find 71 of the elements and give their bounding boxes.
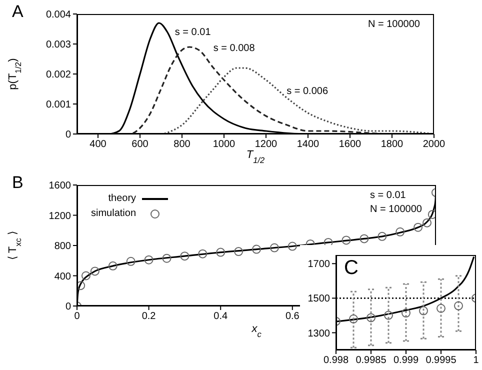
point [384,310,393,320]
point [144,255,154,264]
point [419,306,428,316]
y-tick-label: 800 [54,241,72,252]
y-tick-label: 0 [65,130,72,141]
legend-label: simulation [91,208,136,219]
point [77,281,86,290]
point [436,304,446,313]
point [81,271,90,280]
annotation: N = 100000 [370,203,422,217]
y-tick-label: 1700 [308,259,330,270]
annotation: s = 0.01 [370,189,407,203]
point [288,242,297,251]
x-tick-label: 1400 [296,139,320,150]
x-tick-label: 0.9985 [356,355,387,366]
y-tick-label: 0.002 [46,70,72,81]
point [180,252,190,261]
x-tick-label: 0.999 [393,355,419,366]
x-tick-label: 800 [174,139,191,150]
y-tick-label: 0.004 [46,10,72,21]
x-tick-label: 0.6 [285,311,300,322]
y-tick-label: 0.003 [46,40,72,51]
y-tick-label: 1200 [48,210,72,222]
x-axis-title: T$_{1/2}$ [246,149,266,164]
point [422,218,432,228]
x-tick-label: 1800 [380,139,404,150]
point [108,261,118,270]
x-tick-label: 0.2 [142,311,156,322]
point [378,232,387,241]
annotation: N = 100000 [368,18,420,32]
point [252,244,261,254]
text: B [12,173,24,193]
point [198,249,208,258]
x-tick-label: 0.998 [323,355,349,366]
point [126,256,136,266]
point [162,254,172,263]
x-tick-label: 1 [473,355,480,366]
x-tick-label: 2000 [422,139,446,150]
series-label: s = 0.008 [213,43,256,54]
point [342,236,351,245]
series-label: s = 0.006 [286,86,328,97]
point [90,266,100,276]
y-tick-label: 0.001 [46,100,72,111]
x-axis-title: x$_{c}$ [250,323,262,338]
y-tick-label: 1600 [48,180,72,192]
x-tick-label: 1600 [338,139,362,150]
annotation: C [344,257,358,280]
series-label: s = 0.01 [174,27,212,38]
y-tick-label: 1500 [308,294,330,305]
text: A [12,2,24,22]
x-tick-label: 0.4 [214,311,228,322]
point [402,308,410,318]
x-tick-label: 0.9995 [426,355,457,366]
x-tick-label: 600 [132,139,149,150]
point [349,314,358,324]
point [366,313,376,322]
y-tick-label: 0 [65,302,72,313]
point [270,243,279,252]
legend-label: theory [108,193,136,204]
x-tick-label: 0 [74,311,80,322]
x-tick-label: 1200 [254,139,278,150]
point [414,222,423,232]
y-tick-label: 400 [54,271,72,282]
y-tick-label: 1300 [308,328,330,340]
point [216,248,226,257]
point [396,227,405,236]
x-tick-label: 1000 [212,139,236,150]
point [234,247,244,256]
point [360,234,369,244]
point [454,301,463,310]
x-tick-label: 400 [90,139,107,150]
